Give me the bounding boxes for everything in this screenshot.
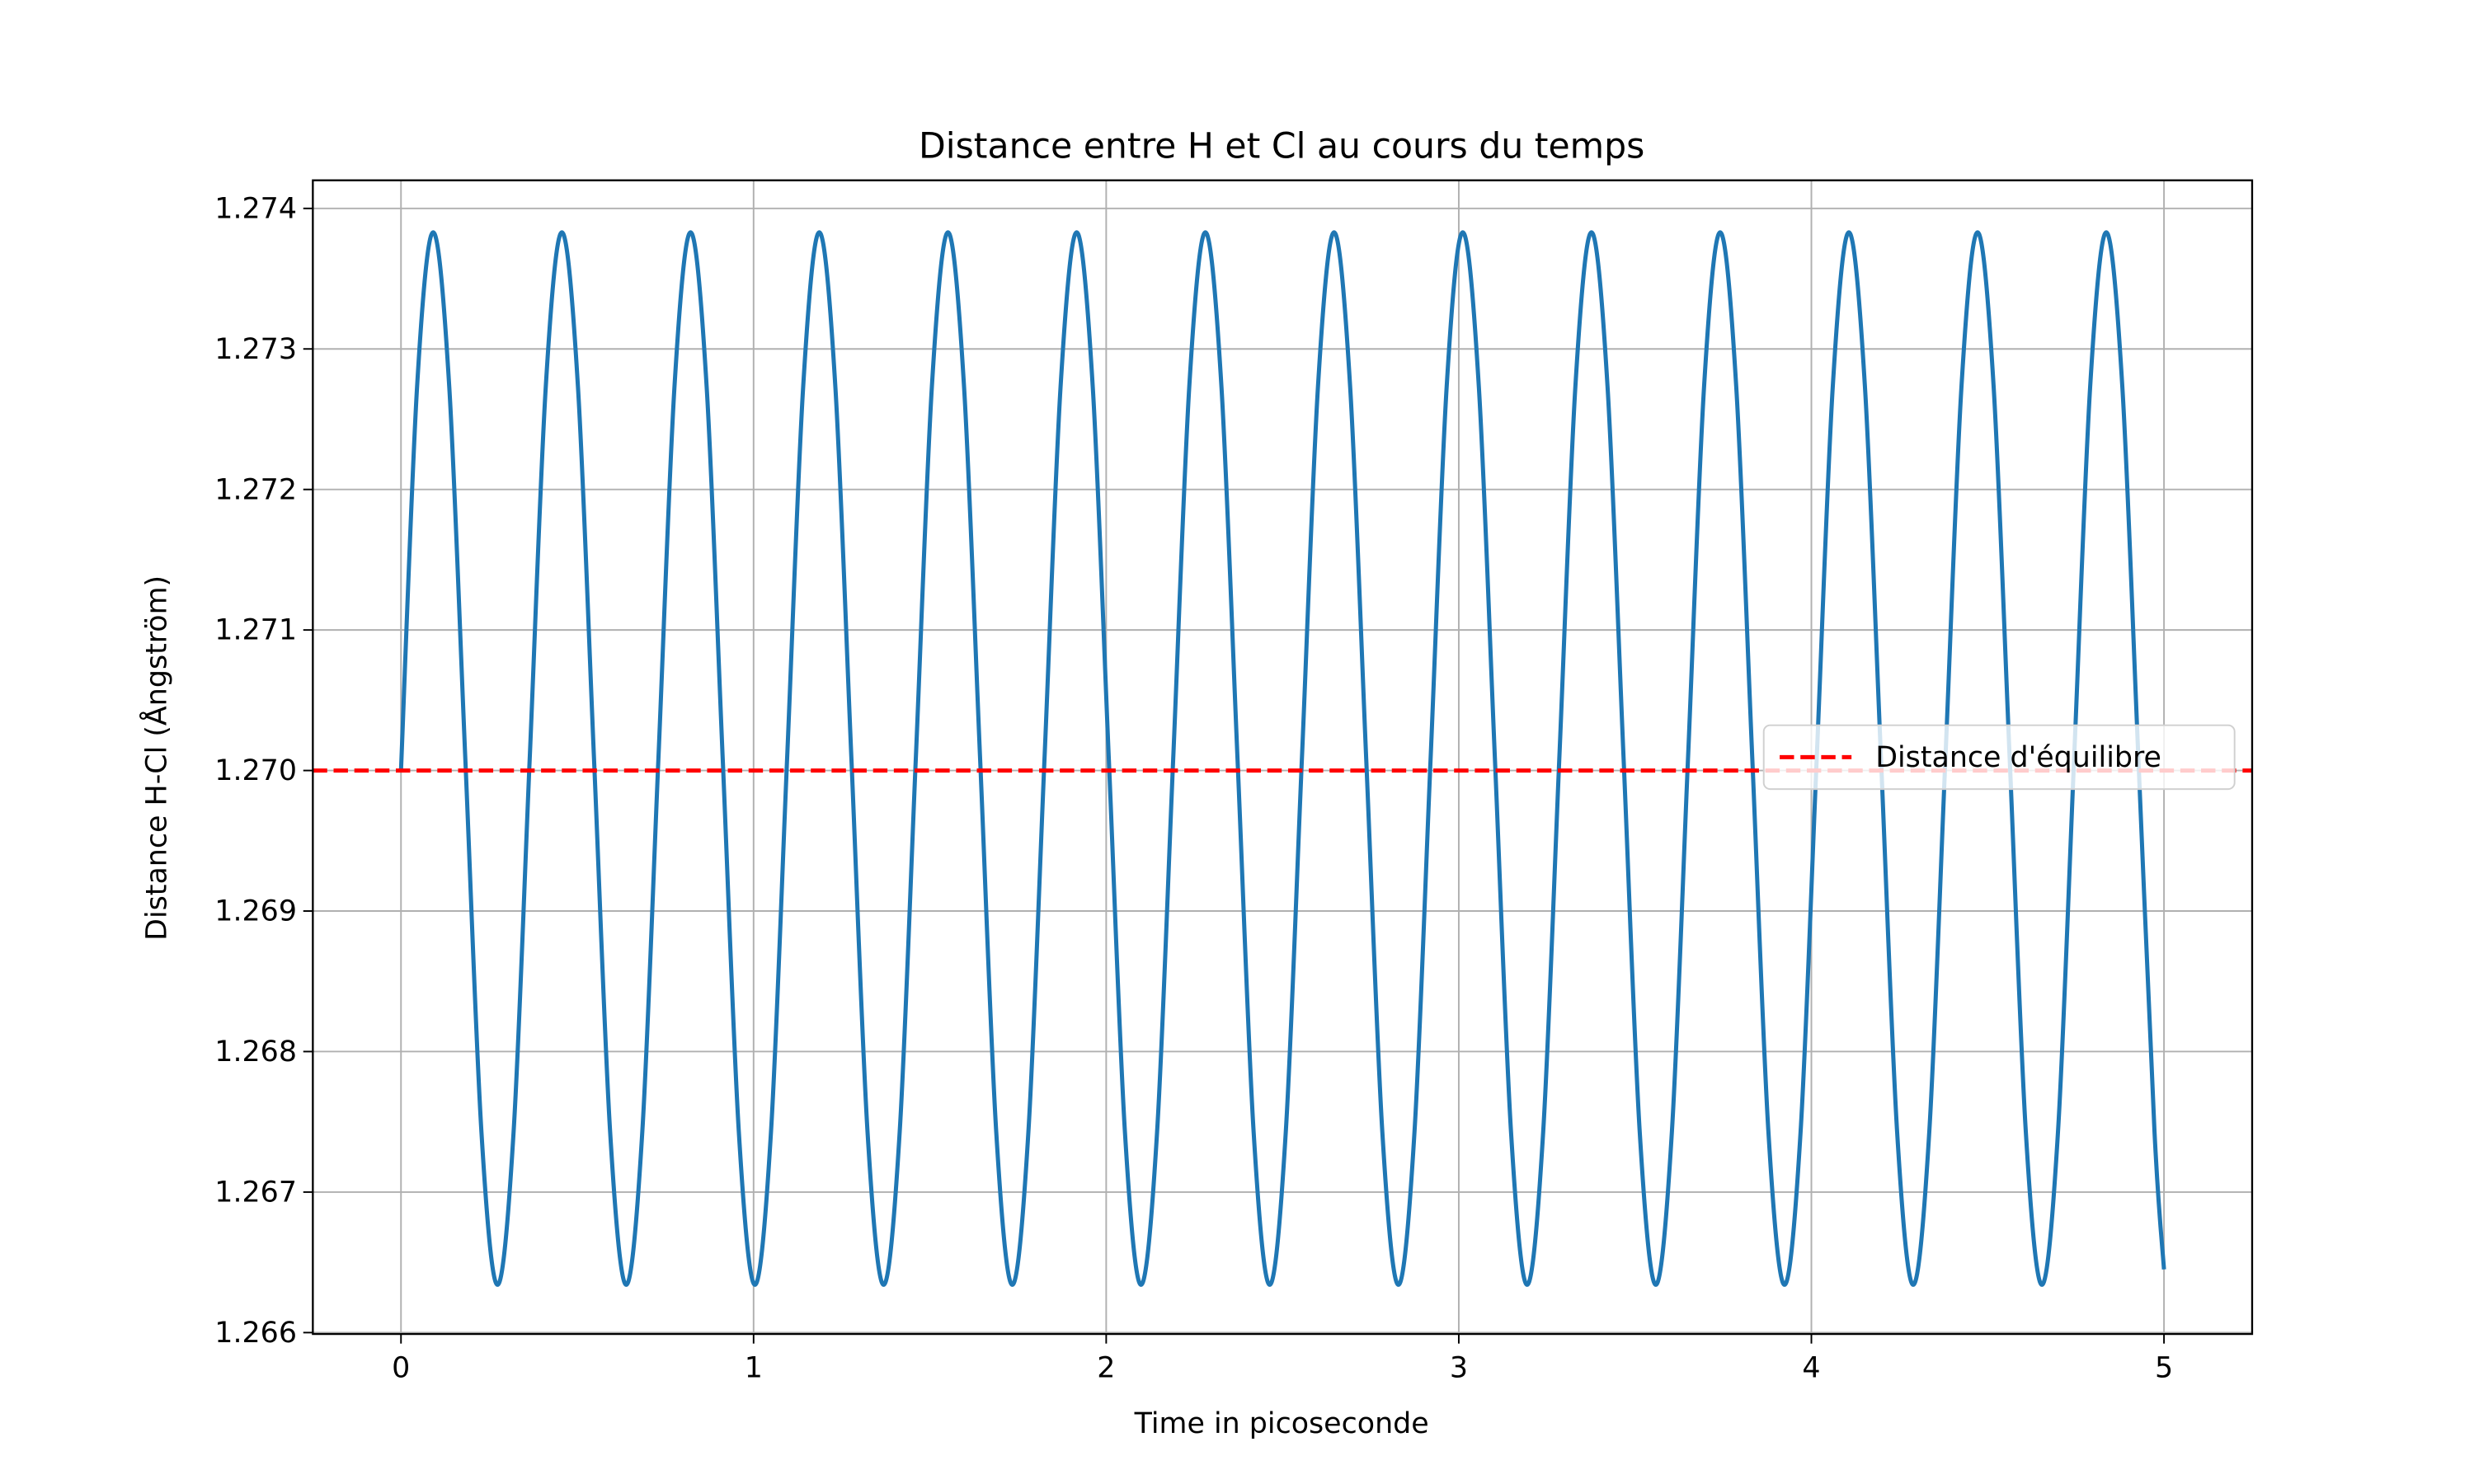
plot-area bbox=[313, 230, 2252, 1287]
x-tick-label: 1 bbox=[745, 1351, 763, 1384]
y-tick-label: 1.267 bbox=[214, 1176, 297, 1209]
y-tick-label: 1.266 bbox=[214, 1317, 297, 1350]
legend: Distance d'équilibre bbox=[1762, 724, 2236, 791]
data-line bbox=[398, 230, 2166, 1287]
y-tick-label: 1.271 bbox=[214, 614, 297, 647]
x-tick-label: 3 bbox=[1450, 1351, 1468, 1384]
y-tick-label: 1.268 bbox=[214, 1036, 297, 1068]
ticks: 0 1 2 3 4 5 1.266 1.267 1.268 1.269 1.270 1.271 1.27… bbox=[214, 192, 2173, 1384]
y-tick-label: 1.270 bbox=[214, 754, 297, 787]
y-tick-label: 1.273 bbox=[214, 333, 297, 366]
y-tick-label: 1.274 bbox=[214, 192, 297, 225]
y-axis-label: Distance H-Cl (Ångström) bbox=[138, 575, 173, 941]
x-tick-label: 5 bbox=[2155, 1351, 2173, 1384]
y-tick-label: 1.269 bbox=[214, 895, 297, 928]
chart-title: Distance entre H et Cl au cours du temps bbox=[919, 126, 1644, 167]
axes-frame bbox=[312, 179, 2254, 1336]
x-tick-label: 0 bbox=[392, 1351, 410, 1384]
y-tick-label: 1.272 bbox=[214, 473, 297, 506]
x-tick-label: 4 bbox=[1802, 1351, 1820, 1384]
x-axis-label: Time in picoseconde bbox=[1134, 1407, 1429, 1440]
x-tick-label: 2 bbox=[1097, 1351, 1115, 1384]
legend-box bbox=[1762, 724, 2236, 791]
legend-label: Distance d'équilibre bbox=[1875, 741, 2161, 774]
